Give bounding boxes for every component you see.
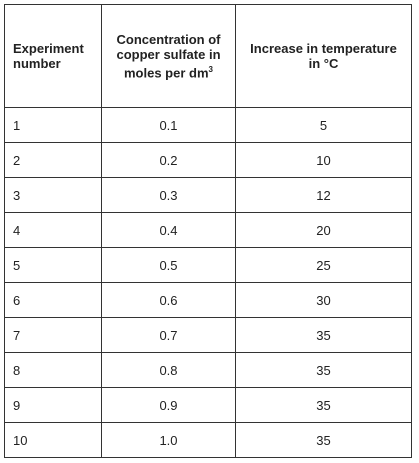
table-row: 10 1.0 35 — [4, 422, 412, 458]
table-cell: 6 — [4, 282, 102, 318]
table-cell: 7 — [4, 317, 102, 353]
table-row: 3 0.3 12 — [4, 177, 412, 213]
table-cell: 0.7 — [101, 317, 236, 353]
table-cell: 0.3 — [101, 177, 236, 213]
table-cell: 5 — [4, 247, 102, 283]
table-cell: 30 — [235, 282, 412, 318]
header-cell: Concentration of copper sulfate in moles… — [101, 4, 236, 108]
table-cell: 0.2 — [101, 142, 236, 178]
table-row: 4 0.4 20 — [4, 212, 412, 248]
table-body: 1 0.1 5 2 0.2 10 3 0.3 12 4 0.4 20 5 0.5 25 6 0.6 30 7 0.7 3… — [4, 107, 412, 458]
header-text: Concentration of copper sulfate in moles… — [116, 31, 221, 81]
table-cell: 0.5 — [101, 247, 236, 283]
header-cell: Increase in temperature in °C — [235, 4, 412, 108]
table-cell: 0.6 — [101, 282, 236, 318]
results-table: Experiment number Concentration of copper… — [4, 4, 412, 458]
table-row: 9 0.9 35 — [4, 387, 412, 423]
table-row: 8 0.8 35 — [4, 352, 412, 388]
table-cell: 20 — [235, 212, 412, 248]
table-cell: 10 — [235, 142, 412, 178]
table-cell: 3 — [4, 177, 102, 213]
table-row: 1 0.1 5 — [4, 107, 412, 143]
table-cell: 25 — [235, 247, 412, 283]
table-cell: 0.4 — [101, 212, 236, 248]
table-cell: 8 — [4, 352, 102, 388]
header-cell: Experiment number — [4, 4, 102, 108]
table-row: 5 0.5 25 — [4, 247, 412, 283]
table-cell: 1 — [4, 107, 102, 143]
table-cell: 5 — [235, 107, 412, 143]
table-cell: 1.0 — [101, 422, 236, 458]
table-row: 7 0.7 35 — [4, 317, 412, 353]
table-cell: 10 — [4, 422, 102, 458]
table-cell: 12 — [235, 177, 412, 213]
table-row: 6 0.6 30 — [4, 282, 412, 318]
table-cell: 0.9 — [101, 387, 236, 423]
header-row: Experiment number Concentration of copper… — [4, 4, 412, 108]
table-cell: 35 — [235, 317, 412, 353]
table-row: 2 0.2 10 — [4, 142, 412, 178]
table-cell: 35 — [235, 352, 412, 388]
table-cell: 0.1 — [101, 107, 236, 143]
table-cell: 0.8 — [101, 352, 236, 388]
table-cell: 4 — [4, 212, 102, 248]
table-cell: 2 — [4, 142, 102, 178]
table-cell: 9 — [4, 387, 102, 423]
table-cell: 35 — [235, 422, 412, 458]
header-superscript: 3 — [208, 64, 213, 74]
table-cell: 35 — [235, 387, 412, 423]
